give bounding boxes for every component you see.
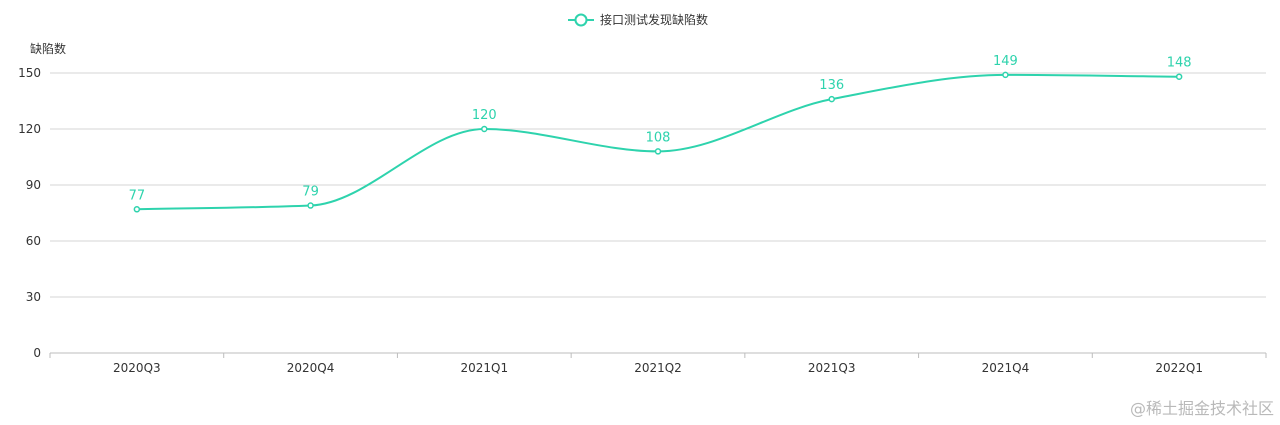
data-label: 136 — [819, 78, 844, 93]
data-label: 120 — [472, 108, 497, 123]
data-point[interactable] — [133, 206, 141, 213]
data-label: 149 — [993, 54, 1018, 69]
y-tick-label: 60 — [26, 234, 41, 248]
y-tick-label: 150 — [18, 66, 41, 80]
x-tick-label: 2020Q4 — [287, 361, 335, 375]
watermark: @稀土掘金技术社区 — [1130, 399, 1274, 418]
x-tick-label: 2020Q3 — [113, 361, 161, 375]
data-labels: 77 79 120 108 136 149 148 — [129, 54, 1192, 203]
legend-marker-icon — [574, 13, 588, 27]
series-points — [133, 71, 1183, 213]
data-label: 108 — [646, 130, 671, 145]
x-tick-label: 2021Q4 — [982, 361, 1030, 375]
data-label: 148 — [1167, 56, 1192, 71]
data-point[interactable] — [307, 202, 314, 209]
legend-label: 接口测试发现缺陷数 — [600, 12, 708, 27]
x-tick-label: 2022Q1 — [1155, 361, 1203, 375]
legend[interactable]: 接口测试发现缺陷数 — [568, 12, 708, 27]
data-label: 79 — [302, 185, 319, 200]
data-point[interactable] — [481, 125, 488, 133]
y-axis-label: 缺陷数 — [30, 41, 66, 56]
y-tick-label: 30 — [26, 290, 41, 304]
data-point[interactable] — [1002, 71, 1009, 79]
x-tick-label: 2021Q2 — [634, 361, 682, 375]
y-axis-ticks: 0 30 60 90 120 150 — [18, 66, 41, 360]
data-point[interactable] — [654, 148, 662, 155]
x-axis: 2020Q3 2020Q4 2021Q1 2021Q2 2021Q3 2021Q4 2022… — [49, 352, 1267, 375]
data-label: 77 — [129, 188, 146, 203]
y-tick-label: 120 — [18, 122, 41, 136]
y-tick-label: 90 — [26, 178, 41, 192]
y-tick-label: 0 — [33, 346, 41, 360]
x-tick-label: 2021Q1 — [460, 361, 508, 375]
x-tick-label: 2021Q3 — [808, 361, 856, 375]
data-point[interactable] — [1175, 73, 1183, 80]
grid — [50, 72, 1266, 298]
data-point[interactable] — [828, 95, 835, 103]
